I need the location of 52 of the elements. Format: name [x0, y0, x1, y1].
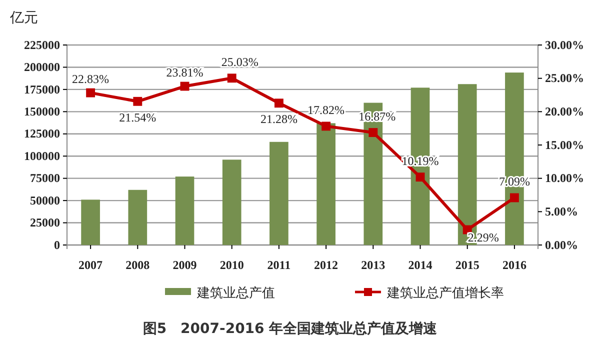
point — [133, 96, 142, 106]
bar — [81, 200, 100, 245]
y2-tick-label: 20.00% — [545, 104, 584, 119]
x-tick-label: 2011 — [267, 258, 291, 272]
x-tick-label: 2016 — [502, 258, 526, 272]
data-label: 21.54% — [119, 110, 156, 124]
y-tick-label: 100000 — [24, 148, 60, 163]
x-tick-label: 2010 — [220, 258, 244, 272]
y-tick-label: 150000 — [24, 104, 60, 119]
y-axis-title: 亿元 — [9, 10, 38, 26]
bar — [128, 190, 148, 245]
bar — [175, 176, 194, 245]
point — [322, 122, 331, 131]
y2-tick-label: 15.00% — [545, 138, 584, 152]
data-label: 22.83% — [72, 72, 110, 86]
legend-label: 建筑业总产值增长率 — [386, 285, 504, 300]
point — [180, 82, 190, 91]
text: 图5 2007-2016 年全国建筑业总产值及增速 — [142, 320, 438, 337]
point — [416, 172, 425, 182]
y2-tick-label: 30.00% — [545, 38, 584, 52]
point — [227, 74, 236, 83]
y2-tick-label: 25.00% — [545, 71, 584, 86]
y-tick-label: 50000 — [30, 193, 60, 208]
data-label: 17.82% — [308, 103, 345, 118]
bar — [270, 142, 288, 245]
y2-tick-label: 10.00% — [545, 171, 584, 186]
x-tick-label: 2013 — [361, 258, 386, 272]
point — [274, 98, 284, 108]
y-tick-label: 25000 — [30, 216, 60, 230]
y-tick-label: 225000 — [24, 38, 60, 52]
bar — [316, 123, 336, 245]
y2-tick-label: 0.00% — [545, 238, 578, 252]
x-tick-label: 2008 — [126, 258, 150, 272]
x-tick-label: 2009 — [172, 258, 197, 272]
y-tick-label: 125000 — [24, 126, 60, 141]
point — [510, 193, 519, 202]
y-tick-label: 200000 — [24, 60, 60, 74]
data-label: 23.81% — [166, 65, 204, 80]
x-tick-label: 2014 — [408, 258, 432, 272]
data-label: 25.03% — [221, 55, 258, 70]
point — [86, 88, 96, 98]
x-tick-label: 2015 — [455, 258, 480, 272]
y-tick-label: 175000 — [24, 82, 60, 96]
x-tick-label: 2007 — [78, 258, 103, 272]
data-label: 21.28% — [260, 112, 298, 126]
y-tick-label: 75000 — [30, 171, 60, 186]
y2-tick-label: 5.00% — [545, 204, 578, 219]
x-tick-label: 2012 — [314, 258, 338, 272]
bar — [222, 160, 242, 245]
legend-label: 建筑业总产值 — [196, 285, 275, 300]
y-tick-label: 0 — [54, 238, 60, 252]
point — [368, 128, 378, 138]
